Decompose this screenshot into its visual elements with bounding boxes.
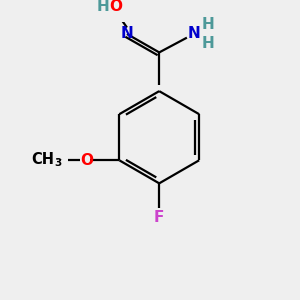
Text: O: O [110, 0, 122, 14]
Text: 3: 3 [55, 158, 62, 168]
Text: H: H [202, 17, 214, 32]
Text: O: O [80, 153, 94, 168]
Text: H: H [97, 0, 109, 14]
Text: CH: CH [32, 152, 55, 167]
Text: N: N [121, 26, 133, 41]
Text: methoxy: methoxy [57, 159, 63, 160]
Text: N: N [188, 26, 201, 41]
Text: H: H [202, 36, 214, 51]
Text: F: F [154, 210, 164, 225]
